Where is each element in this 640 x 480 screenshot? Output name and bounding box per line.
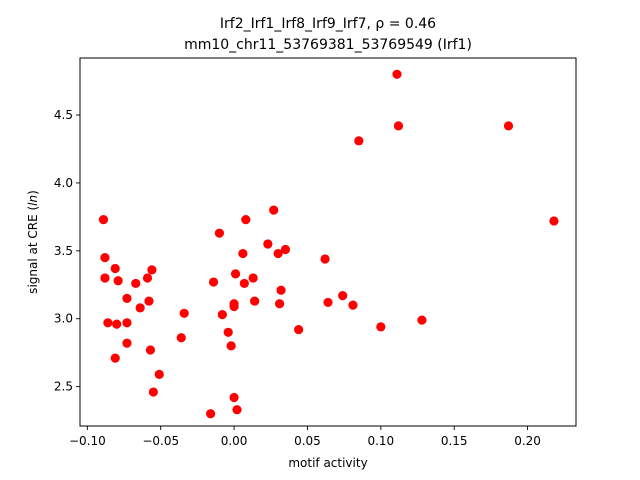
data-point xyxy=(154,369,164,379)
data-point xyxy=(392,69,402,79)
plot-frame xyxy=(79,57,577,427)
data-point xyxy=(354,136,364,146)
x-tick-label: −0.05 xyxy=(142,434,179,448)
data-point xyxy=(100,273,110,283)
data-point xyxy=(229,301,239,312)
y-tick-label: 4.5 xyxy=(54,108,73,122)
data-point xyxy=(147,265,157,275)
data-point xyxy=(376,322,386,332)
data-point xyxy=(179,308,189,318)
data-point xyxy=(232,405,242,415)
data-point xyxy=(98,214,109,225)
y-tick-label: 4.0 xyxy=(54,176,73,190)
y-tick-label: 2.5 xyxy=(54,380,73,394)
chart-title-line2: mm10_chr11_53769381_53769549 (Irf1) xyxy=(184,37,472,53)
chart-title-line1: Irf2_Irf1_Irf8_Irf9_Irf7, ρ = 0.46 xyxy=(220,16,436,32)
data-point xyxy=(131,278,141,289)
data-point xyxy=(148,387,158,397)
data-point xyxy=(323,297,333,308)
data-point xyxy=(229,392,239,403)
data-point xyxy=(294,324,304,335)
data-point xyxy=(135,303,145,313)
data-point xyxy=(274,299,285,309)
y-tick-label: 3.0 xyxy=(54,312,73,326)
data-point xyxy=(103,318,113,328)
data-point xyxy=(142,273,153,283)
data-point xyxy=(393,121,404,131)
data-point xyxy=(549,216,559,226)
x-tick-label: 0.00 xyxy=(221,434,248,448)
y-axis-ticks: 2.5 3.0 3.5 4.0 4.5 xyxy=(54,108,80,394)
data-point xyxy=(280,244,291,255)
data-point xyxy=(226,341,236,351)
data-point xyxy=(320,254,330,264)
data-point xyxy=(110,353,120,363)
data-point xyxy=(248,273,258,283)
x-tick-label: 0.05 xyxy=(294,434,321,448)
data-point xyxy=(263,239,273,249)
x-tick-label: −0.10 xyxy=(69,434,106,448)
data-point xyxy=(241,214,251,225)
x-tick-label: 0.10 xyxy=(367,434,394,448)
data-point xyxy=(230,269,241,279)
data-point xyxy=(122,338,132,348)
data-point xyxy=(100,253,110,263)
data-point xyxy=(217,310,227,320)
x-axis-ticks: −0.10 −0.05 0.00 0.05 0.10 0.15 0.20 xyxy=(69,426,541,448)
data-point xyxy=(250,296,260,306)
data-point xyxy=(338,291,348,301)
data-points xyxy=(98,69,559,419)
x-tick-label: 0.15 xyxy=(441,434,468,448)
data-point xyxy=(503,121,514,131)
data-point xyxy=(239,278,249,289)
data-point xyxy=(348,300,358,310)
data-point xyxy=(223,327,233,337)
data-point xyxy=(176,333,186,343)
data-point xyxy=(112,319,122,329)
data-point xyxy=(122,318,132,328)
data-point xyxy=(110,263,120,274)
x-axis-label: motif activity xyxy=(288,456,367,470)
data-point xyxy=(238,248,248,259)
data-point xyxy=(273,248,283,259)
data-point xyxy=(214,228,225,238)
data-point xyxy=(144,296,154,306)
data-point xyxy=(122,293,132,303)
y-tick-label: 3.5 xyxy=(54,244,73,258)
data-point xyxy=(417,315,427,325)
data-point xyxy=(276,285,286,295)
x-tick-label: 0.20 xyxy=(514,434,541,448)
y-axis-label: signal at CRE (ln) xyxy=(26,190,40,294)
data-point xyxy=(113,276,123,286)
data-point xyxy=(269,205,279,215)
data-point xyxy=(206,409,216,419)
data-point xyxy=(208,277,219,287)
data-point xyxy=(145,345,156,355)
